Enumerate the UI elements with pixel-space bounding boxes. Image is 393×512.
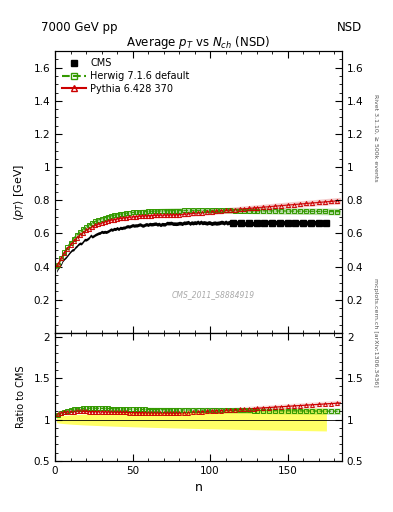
Y-axis label: $\langle p_T \rangle$ [GeV]: $\langle p_T \rangle$ [GeV] (12, 163, 26, 221)
Legend: CMS, Herwig 7.1.6 default, Pythia 6.428 370: CMS, Herwig 7.1.6 default, Pythia 6.428 … (60, 56, 191, 96)
Text: mcplots.cern.ch [arXiv:1306.3436]: mcplots.cern.ch [arXiv:1306.3436] (373, 279, 378, 387)
X-axis label: n: n (195, 481, 202, 494)
Title: Average $p_T$ vs $N_{ch}$ (NSD): Average $p_T$ vs $N_{ch}$ (NSD) (127, 34, 270, 51)
Text: 7000 GeV pp: 7000 GeV pp (41, 22, 117, 34)
Text: CMS_2011_S8884919: CMS_2011_S8884919 (171, 290, 254, 299)
Text: NSD: NSD (337, 22, 362, 34)
Text: Rivet 3.1.10, ≥ 500k events: Rivet 3.1.10, ≥ 500k events (373, 94, 378, 182)
Y-axis label: Ratio to CMS: Ratio to CMS (17, 366, 26, 428)
